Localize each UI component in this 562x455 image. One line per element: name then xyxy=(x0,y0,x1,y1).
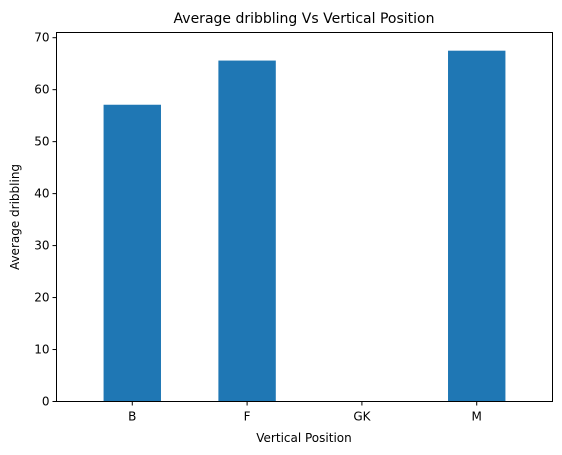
y-tick-label: 70 xyxy=(34,31,49,45)
y-tick-label: 10 xyxy=(34,343,49,357)
y-tick-label: 30 xyxy=(34,239,49,253)
y-axis-label: Average dribbling xyxy=(8,164,22,270)
y-tick-label: 0 xyxy=(42,395,50,409)
bar-b xyxy=(103,104,161,402)
bar-m xyxy=(448,50,506,402)
x-tick-label: M xyxy=(472,410,482,424)
bar-f xyxy=(218,60,276,402)
x-tick-label: B xyxy=(128,410,136,424)
y-tick-label: 60 xyxy=(34,83,49,97)
y-tick-label: 40 xyxy=(34,187,49,201)
plot-area: B F GK M 0 10 20 30 40 50 60 70 xyxy=(34,31,506,424)
y-tick-label: 20 xyxy=(34,291,49,305)
x-tick-label: F xyxy=(244,410,251,424)
chart-title: Average dribbling Vs Vertical Position xyxy=(174,11,435,27)
plot-frame xyxy=(56,32,553,402)
x-axis-label: Vertical Position xyxy=(256,431,351,445)
y-tick-label: 50 xyxy=(34,135,49,149)
x-tick-label: GK xyxy=(353,410,371,424)
